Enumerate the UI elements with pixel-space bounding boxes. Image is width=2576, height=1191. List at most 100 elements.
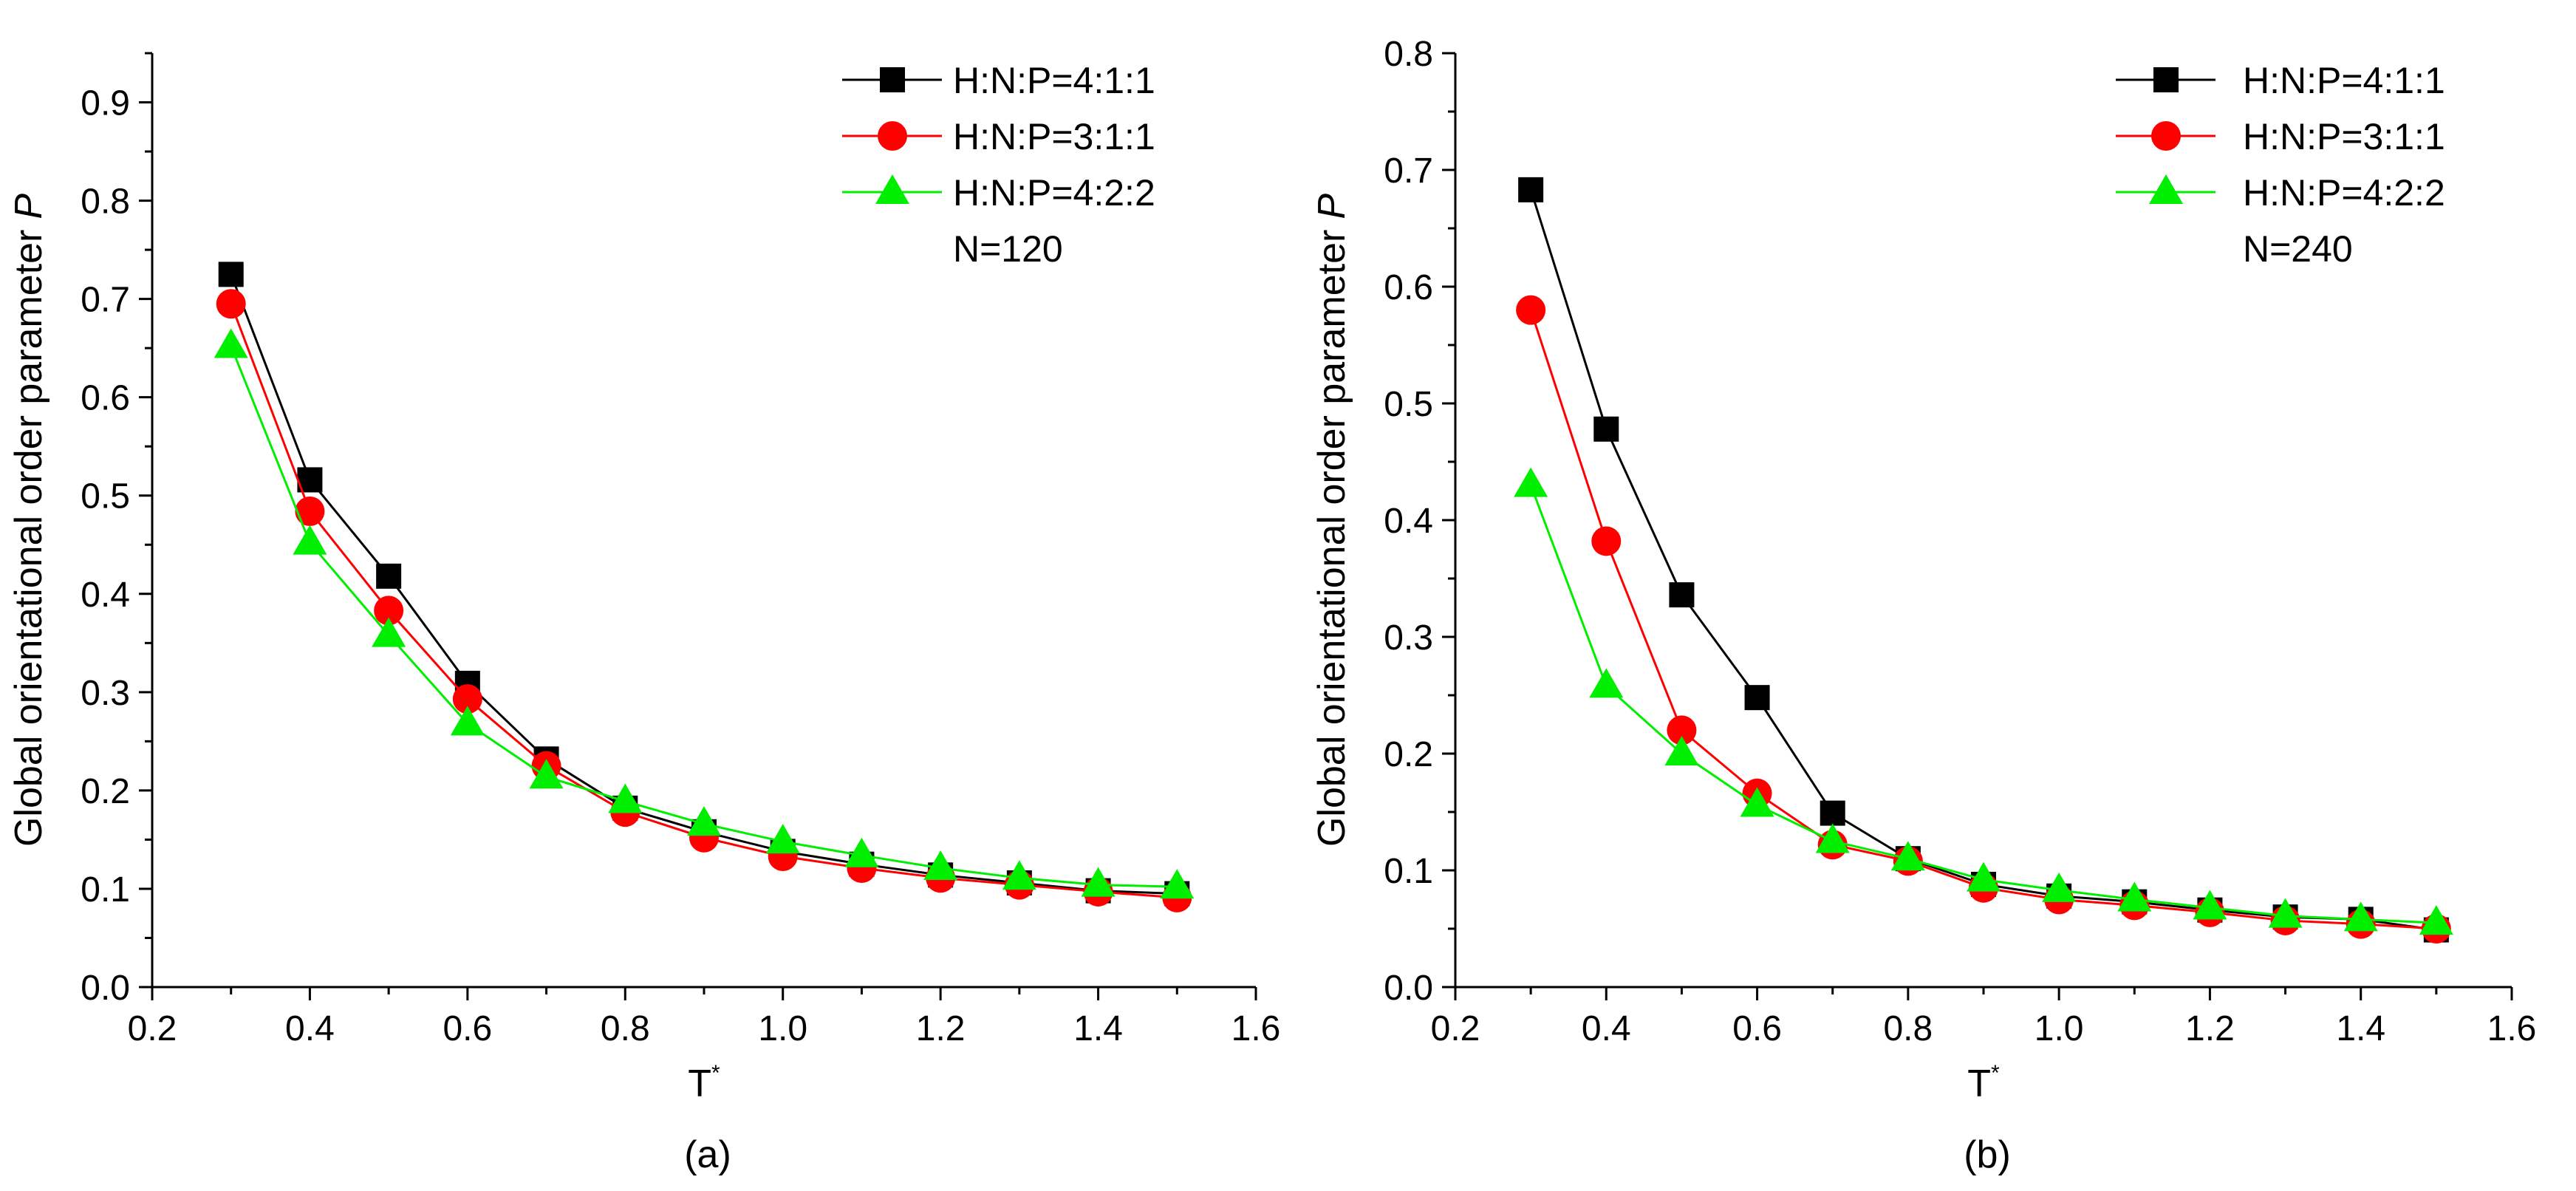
legend-label: H:N:P=3:1:1 xyxy=(953,116,1155,157)
y-tick-label: 0.4 xyxy=(81,576,130,615)
data-point xyxy=(844,837,879,867)
legend-marker xyxy=(878,121,907,151)
legend-marker xyxy=(2153,67,2179,92)
legend: H:N:P=4:1:1 H:N:P=3:1:1 H:N:P=4:2:2 N=240 xyxy=(2116,60,2445,270)
data-point xyxy=(376,563,402,589)
data-point xyxy=(1669,582,1695,608)
data-point xyxy=(1591,526,1622,556)
y-axis-title: Global orientational order parameter P xyxy=(1311,194,1353,847)
x-tick-label: 0.8 xyxy=(601,1009,650,1048)
x-tick-label: 1.0 xyxy=(758,1009,807,1048)
y-tick-label: 0.3 xyxy=(81,674,130,713)
x-tick-label: 0.6 xyxy=(1732,1009,1782,1048)
data-point xyxy=(765,824,800,854)
legend-note: N=120 xyxy=(953,228,1063,270)
data-point xyxy=(216,289,246,319)
x-tick-label: 0.4 xyxy=(285,1009,335,1048)
data-point xyxy=(218,262,244,287)
series-line xyxy=(230,273,1178,895)
data-point xyxy=(1667,715,1697,745)
legend-marker xyxy=(880,67,905,92)
x-tick-label: 1.2 xyxy=(916,1009,966,1048)
x-tick-label: 1.2 xyxy=(2185,1009,2235,1048)
x-tick-label: 0.4 xyxy=(1582,1009,1631,1048)
legend-marker xyxy=(2149,174,2183,204)
data-point xyxy=(687,806,721,836)
data-point xyxy=(1593,416,1619,442)
data-point xyxy=(1002,860,1036,890)
y-tick-label: 0.0 xyxy=(81,969,130,1008)
data-point xyxy=(2042,872,2077,902)
data-point xyxy=(1518,177,1544,202)
legend-marker xyxy=(875,174,909,204)
data-point xyxy=(1820,800,1845,826)
data-point xyxy=(295,496,325,527)
y-tick-label: 0.8 xyxy=(1384,35,1433,74)
panel-caption: (a) xyxy=(684,1133,731,1176)
x-axis-title-main: T xyxy=(1967,1062,1991,1105)
y-tick-label: 0.0 xyxy=(1384,969,1433,1008)
y-tick-label: 0.9 xyxy=(81,84,130,123)
data-point xyxy=(923,850,958,881)
data-point xyxy=(608,783,643,813)
x-tick-label: 1.4 xyxy=(2336,1009,2385,1048)
y-tick-label: 0.5 xyxy=(81,477,130,516)
data-point xyxy=(293,525,327,555)
y-tick-label: 0.2 xyxy=(1384,735,1433,774)
data-point xyxy=(452,684,482,714)
data-point xyxy=(2419,905,2453,935)
data-point xyxy=(1516,295,1546,325)
data-point xyxy=(1744,685,1770,711)
data-point xyxy=(1890,841,1925,871)
x-tick-label: 0.6 xyxy=(443,1009,492,1048)
data-point xyxy=(372,617,406,647)
data-point xyxy=(2193,890,2227,920)
series-3 xyxy=(1514,467,2453,935)
y-axis-title-symbol: P xyxy=(7,194,50,219)
y-tick-label: 0.3 xyxy=(1384,618,1433,658)
data-point xyxy=(213,328,248,358)
data-point xyxy=(1514,467,1548,497)
y-axis-title-symbol: P xyxy=(1311,194,1353,219)
y-axis-title-main: Global orientational order parameter xyxy=(7,230,50,847)
legend-label: H:N:P=4:2:2 xyxy=(953,172,1155,214)
x-axis-title-superscript: * xyxy=(711,1061,720,1085)
data-point xyxy=(1967,861,2001,892)
chart-panel-a: 0.2 0.4 0.6 0.8 1.0 1.2 1.4 1.6 0.0 0.1 0.2 0.3 0.4 0… xyxy=(7,52,1281,1176)
data-point xyxy=(529,759,564,789)
y-tick-label: 0.5 xyxy=(1384,385,1433,424)
legend: H:N:P=4:1:1 H:N:P=3:1:1 H:N:P=4:2:2 N=120 xyxy=(842,60,1155,270)
legend-label: H:N:P=4:2:2 xyxy=(2243,172,2445,214)
y-tick-label: 0.1 xyxy=(1384,852,1433,891)
y-tick-label: 0.1 xyxy=(81,870,130,910)
data-point xyxy=(1664,736,1699,765)
data-point xyxy=(1740,787,1774,817)
y-axis-title: Global orientational order parameter P xyxy=(7,194,50,847)
data-point xyxy=(1815,823,1850,853)
legend-note: N=240 xyxy=(2243,228,2353,270)
x-tick-label: 1.6 xyxy=(2487,1009,2537,1048)
data-point xyxy=(1589,668,1624,698)
series-line xyxy=(230,345,1178,888)
series-1 xyxy=(1518,177,2449,943)
x-tick-label: 0.2 xyxy=(128,1009,177,1048)
y-tick-label: 0.6 xyxy=(1384,268,1433,307)
y-tick-label: 0.4 xyxy=(1384,502,1433,541)
x-axis-title: T* xyxy=(1967,1061,2000,1105)
x-tick-label: 1.6 xyxy=(1231,1009,1281,1048)
x-tick-label: 0.2 xyxy=(1431,1009,1480,1048)
y-tick-label: 0.8 xyxy=(81,182,130,222)
y-tick-label: 0.6 xyxy=(81,379,130,418)
series-line xyxy=(1529,189,2437,932)
y-tick-label: 0.7 xyxy=(1384,151,1433,191)
series-2 xyxy=(1516,295,2451,943)
legend-label: H:N:P=4:1:1 xyxy=(2243,60,2445,101)
x-tick-label: 1.4 xyxy=(1073,1009,1123,1048)
y-tick-label: 0.2 xyxy=(81,772,130,811)
x-axis-title: T* xyxy=(688,1061,720,1105)
legend-label: H:N:P=4:1:1 xyxy=(953,60,1155,101)
y-axis-title-main: Global orientational order parameter xyxy=(1311,230,1353,847)
data-point xyxy=(450,706,485,736)
y-tick-label: 0.7 xyxy=(81,281,130,320)
panel-caption: (b) xyxy=(1964,1133,2011,1176)
